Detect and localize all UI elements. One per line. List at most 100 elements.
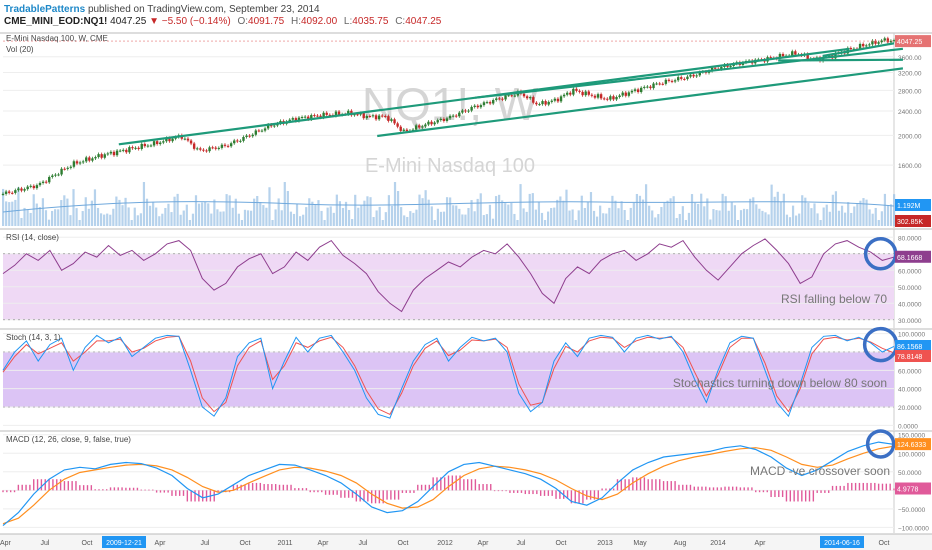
macd-histogram-bar (48, 479, 50, 491)
volume-bar (654, 217, 657, 226)
trendline-resistance-flat[interactable] (778, 58, 903, 62)
macd-histogram-bar (716, 487, 719, 491)
volume-bar (188, 220, 191, 226)
candle-up (251, 134, 254, 137)
volume-bar (525, 211, 528, 226)
macd-histogram-bar (90, 485, 93, 491)
macd-histogram-bar (835, 485, 838, 491)
candle-down (226, 145, 230, 147)
macd-signal-line (2, 445, 895, 525)
candle-up (689, 74, 692, 77)
volume-bar (430, 206, 433, 226)
macd-histogram-bar (86, 485, 89, 491)
volume-bar (690, 194, 694, 226)
macd-histogram-bar (612, 488, 615, 491)
candle-down (313, 115, 316, 117)
volume-bar (644, 184, 648, 226)
macd-histogram-bar (778, 490, 780, 498)
volume-bar (862, 198, 865, 226)
macd-histogram-bar (332, 490, 334, 495)
volume-bar (819, 220, 822, 226)
volume-bar (363, 200, 366, 226)
macd-histogram-bar (363, 490, 365, 502)
macd-histogram-bar (885, 483, 888, 491)
macd-annotation: MACD -ve crossover soon (750, 464, 890, 478)
volume-bar (476, 198, 479, 226)
candle-down (381, 115, 384, 117)
volume-bar (672, 196, 675, 226)
candle-down (593, 95, 597, 98)
symbol-label[interactable]: CME_MINI_EOD:NQ1! (4, 16, 108, 27)
macd-histogram-bar (447, 475, 450, 491)
low-label: L: (343, 16, 353, 27)
candle-down (455, 115, 458, 117)
volume-bar (317, 200, 320, 226)
candle-up (686, 76, 689, 80)
volume-bar (145, 198, 149, 226)
candle-down (532, 97, 535, 103)
macd-histogram-bar (171, 490, 173, 496)
volume-bar (99, 213, 103, 226)
trendline-short-uptrend[interactable] (822, 42, 895, 58)
volume-bar (605, 213, 608, 226)
candle-down (544, 101, 547, 105)
candle-up (81, 161, 85, 163)
candle-up (377, 115, 381, 120)
macd-histogram-bar (29, 484, 31, 491)
volume-bar (853, 206, 856, 226)
candle-up (109, 151, 113, 154)
volume-bar (357, 207, 360, 226)
volume-bar (746, 209, 749, 226)
brand-link[interactable]: TradablePatterns (4, 4, 86, 15)
macd-histogram-bar (632, 477, 634, 491)
candle-up (165, 137, 168, 142)
macd-histogram-bar (44, 479, 46, 491)
candle-down (44, 181, 48, 183)
macd-histogram-bar (874, 482, 876, 491)
macd-histogram-bar (347, 490, 350, 498)
candle-up (411, 129, 415, 131)
stoch-d-line (2, 335, 895, 416)
candle-down (396, 123, 399, 127)
volume-bar (44, 210, 48, 226)
candle-down (692, 74, 695, 77)
volume-bar (50, 210, 54, 226)
macd-histogram-bar (159, 490, 162, 493)
volume-bar (528, 193, 531, 226)
candle-up (159, 142, 162, 145)
macd-histogram-bar (639, 477, 642, 491)
candle-down (794, 51, 797, 55)
macd-histogram-bar (98, 489, 100, 491)
volume-bar (250, 210, 253, 226)
macd-histogram-bar (758, 490, 761, 493)
macd-histogram-bar (670, 481, 672, 491)
volume-bar (243, 209, 247, 226)
candle-down (581, 91, 584, 96)
macd-histogram-bar (194, 490, 196, 502)
volume-bar (283, 182, 286, 226)
candle-up (445, 118, 449, 122)
macd-histogram-bar (259, 482, 262, 491)
volume-bar (611, 195, 614, 226)
macd-histogram-bar (728, 486, 730, 491)
macd-histogram-bar (701, 486, 703, 491)
candle-up (69, 166, 73, 168)
candle-down (476, 105, 479, 108)
candle-up (627, 92, 631, 96)
volume-ma-line (2, 201, 895, 213)
volume-bar (378, 206, 381, 226)
macd-histogram-bar (509, 490, 511, 493)
trendline-channel-lower[interactable] (377, 67, 904, 138)
rsi-tick-label: 30.0000 (898, 318, 922, 325)
volume-bar (311, 201, 314, 226)
macd-histogram-bar (689, 484, 692, 491)
macd-histogram-bar (102, 489, 104, 491)
trendline-support-long[interactable] (475, 47, 904, 99)
macd-histogram-bar (820, 490, 822, 493)
macd-histogram-bar (117, 487, 119, 491)
macd-histogram-bar (79, 485, 81, 491)
candle-down (199, 148, 202, 150)
macd-histogram-bar (666, 481, 669, 491)
volume-bar (449, 197, 452, 226)
